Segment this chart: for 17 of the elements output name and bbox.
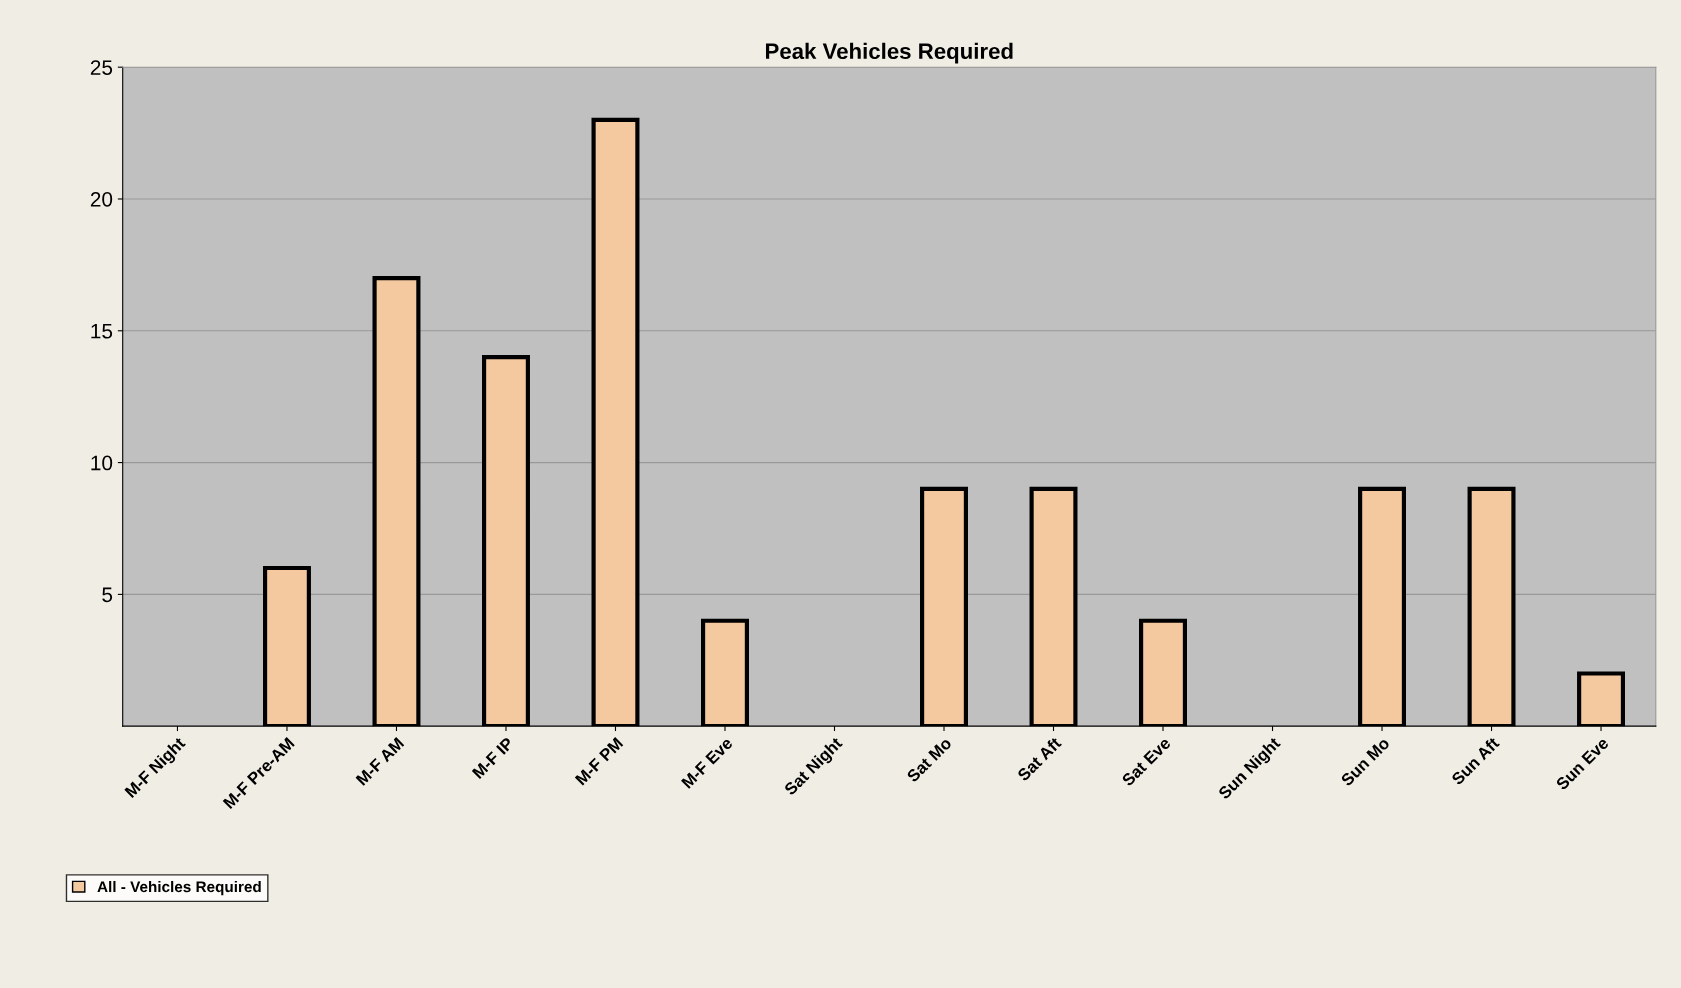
x-tick-label: M-F PM: [574, 737, 624, 786]
y-tick-label: 15: [91, 324, 113, 339]
x-tick-label: M-F AM: [355, 737, 405, 786]
x-tick-label: Sun Eve: [1555, 736, 1610, 791]
x-tick-label: Sun Aft: [1450, 736, 1501, 786]
chart-title: Peak Vehicles Required: [765, 42, 1013, 64]
x-tick-label: Sat Mo: [906, 736, 953, 783]
x-tick-label: Sat Eve: [1121, 736, 1172, 787]
y-tick-label: 5: [102, 587, 113, 603]
y-tick-label: 10: [91, 455, 113, 471]
x-tick-label: Sun Mo: [1340, 736, 1391, 787]
x-tick-label: M-F IP: [471, 736, 515, 779]
legend-label: All - Vehicles Required: [97, 880, 261, 896]
y-tick-label: 25: [90, 60, 113, 75]
y-tick-label: 20: [90, 191, 113, 207]
x-tick-label: M-F Eve: [681, 736, 734, 789]
x-tick-label: Sat Aft: [1016, 736, 1063, 782]
